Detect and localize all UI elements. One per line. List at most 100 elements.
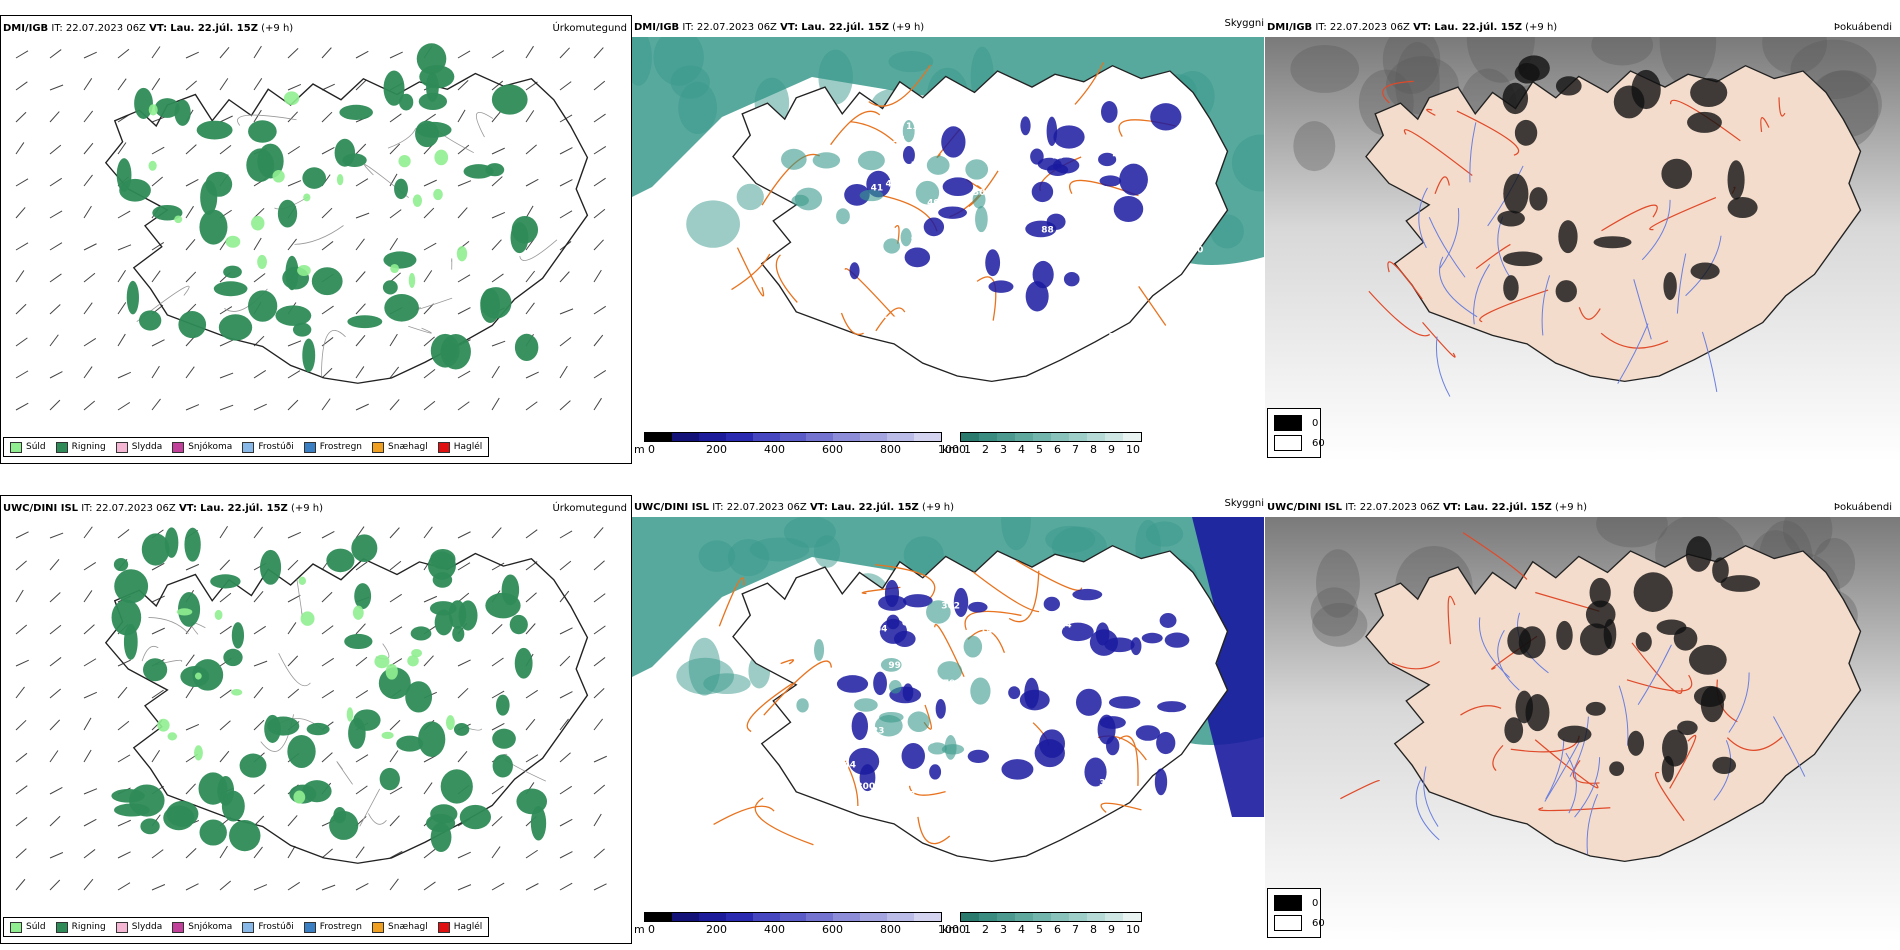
wind-barb	[593, 146, 607, 155]
legend-swatch	[115, 921, 128, 933]
map-title: DMI/IGB IT: 22.07.2023 06Z VT: Lau. 22.j…	[3, 23, 294, 34]
wind-barb	[49, 786, 63, 795]
fog-area	[1727, 196, 1758, 219]
drizzle-area	[346, 707, 354, 722]
rain-area	[511, 215, 539, 244]
low-cloud-area	[1164, 632, 1190, 648]
rain-area	[453, 722, 470, 736]
wind-barb	[287, 238, 297, 251]
drizzle-area	[445, 715, 455, 731]
wind-barb	[117, 371, 131, 379]
rain-area	[277, 199, 298, 228]
rain-area	[333, 807, 347, 824]
wind-barb	[49, 304, 61, 315]
wind-barb	[219, 372, 234, 379]
tick-label: 1000	[938, 923, 966, 936]
wind-barb	[457, 531, 471, 539]
colorbar-step	[1015, 913, 1033, 921]
wind-barb	[219, 720, 231, 731]
tick-label: 8	[1090, 443, 1097, 456]
road-line	[1760, 117, 1770, 132]
road-line	[972, 571, 1040, 613]
wind-barb	[253, 78, 263, 91]
legend-swatch	[242, 441, 255, 453]
road-line	[1447, 595, 1456, 645]
road-line	[1631, 642, 1683, 694]
wind-barb	[389, 399, 400, 411]
cloud-area	[888, 680, 902, 694]
wind-barb	[423, 595, 438, 603]
road-line	[1340, 780, 1380, 800]
tick-label: 0	[648, 923, 655, 936]
fog-legend: 0 60	[1267, 408, 1325, 458]
legend-item: Súld	[10, 441, 46, 453]
low-cloud-area	[1061, 622, 1094, 642]
wind-barb	[49, 177, 62, 187]
rain-area	[430, 548, 456, 570]
road-line	[1074, 62, 1104, 105]
colorbar-step	[1033, 913, 1051, 921]
wind-barb	[287, 845, 296, 859]
drizzle-area	[411, 648, 423, 658]
low-cloud-area	[941, 126, 966, 158]
wind-barb	[491, 527, 502, 539]
colorbar-step	[961, 433, 979, 441]
wind-barb	[185, 848, 197, 859]
fog-shade	[1382, 37, 1441, 94]
rain-area	[196, 120, 233, 140]
wind-barb	[15, 878, 26, 891]
low-cloud-area	[902, 145, 915, 164]
legend-label: Haglél	[453, 442, 483, 452]
river-line	[1439, 208, 1460, 269]
wind-barb	[185, 366, 195, 379]
road-line	[321, 330, 346, 377]
wind-barb	[525, 623, 536, 635]
wind-barb	[491, 657, 504, 667]
wind-barb	[49, 111, 60, 123]
rain-area	[514, 333, 539, 362]
wind-barb	[457, 207, 468, 219]
road-line	[1626, 674, 1693, 692]
wind-barb	[117, 720, 130, 731]
wind-barb	[253, 369, 267, 379]
wind-barb	[321, 367, 333, 379]
rain-area	[114, 569, 149, 604]
legend-item: Snæhagl	[372, 441, 428, 453]
wind-barb	[423, 848, 436, 859]
tick-label: 0	[648, 443, 655, 456]
fog-area	[1690, 78, 1728, 108]
wind-barb	[491, 562, 505, 571]
wind-barb	[49, 532, 64, 539]
legend-item: Frostúði	[242, 441, 294, 453]
wind-barb	[457, 274, 471, 283]
cloud-height-label: 360	[1097, 259, 1116, 269]
wind-barb	[457, 370, 471, 379]
colorbar-step	[1051, 433, 1069, 441]
wind-barb	[321, 398, 331, 411]
rain-area	[399, 93, 414, 111]
wind-barb	[389, 209, 402, 219]
fog-area	[1585, 701, 1606, 716]
wind-barb	[185, 271, 197, 283]
rain-area	[111, 599, 142, 636]
wind-barb	[83, 78, 93, 91]
rain-area	[248, 120, 277, 143]
river-line	[1473, 264, 1491, 325]
wind-barb	[219, 525, 228, 539]
rain-area	[501, 574, 520, 606]
wind-barb	[219, 625, 232, 635]
wind-barb	[151, 689, 164, 699]
wind-barb	[321, 625, 334, 635]
legend-label: Haglél	[453, 922, 483, 932]
wind-barb	[253, 784, 265, 795]
wind-barb	[491, 147, 505, 155]
road-line	[1669, 735, 1697, 789]
wind-barb	[593, 208, 606, 219]
wind-barb	[151, 146, 165, 155]
precip-legend: Súld Rigning Slydda Snjókoma Frostúði Frostre…	[3, 437, 490, 457]
rain-area	[199, 209, 228, 245]
iceland-outline	[1365, 544, 1862, 863]
cloud-height-label: 40	[886, 180, 899, 190]
drizzle-area	[283, 91, 300, 106]
wind-barb	[559, 560, 572, 571]
